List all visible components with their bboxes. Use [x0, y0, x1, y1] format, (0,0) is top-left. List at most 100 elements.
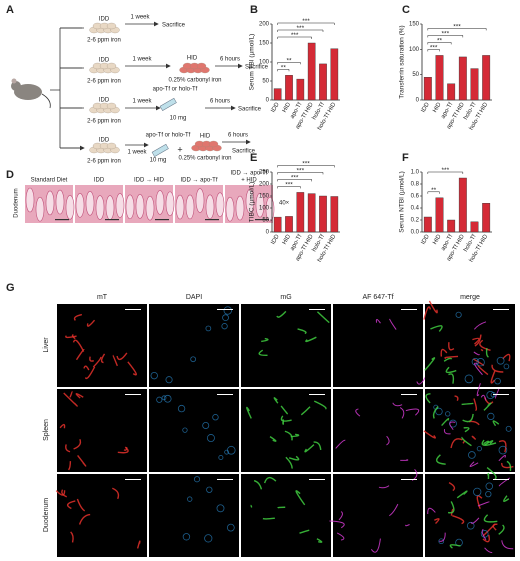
stain	[498, 454, 506, 462]
bar	[285, 216, 293, 233]
nucleus	[187, 496, 193, 502]
stain	[378, 485, 390, 489]
stain	[313, 400, 327, 410]
micrograph	[241, 304, 331, 387]
villus	[255, 192, 265, 218]
nucleus	[156, 396, 163, 403]
stain	[282, 419, 285, 425]
significance-label: ***	[297, 25, 305, 32]
stain	[439, 532, 446, 542]
stain	[70, 531, 74, 543]
micrograph	[57, 474, 147, 557]
nucleus	[476, 446, 482, 452]
stain	[487, 472, 490, 480]
diet: IDD	[99, 17, 110, 23]
stain	[276, 310, 287, 318]
villus	[195, 188, 205, 213]
scale-bar	[493, 479, 509, 480]
villus	[185, 194, 195, 220]
nucleus	[222, 314, 229, 322]
end: Sacrifice	[245, 65, 269, 71]
nucleus	[216, 504, 225, 513]
stain	[492, 523, 498, 531]
stain	[434, 518, 440, 525]
nucleus	[223, 306, 232, 315]
bar	[285, 75, 293, 101]
stain	[316, 538, 323, 543]
stain	[486, 466, 497, 480]
bar	[470, 221, 479, 233]
scale-bar	[309, 479, 325, 480]
villus	[225, 196, 235, 222]
micrograph	[241, 474, 331, 557]
stain	[355, 408, 361, 417]
channel-label: AF 647-Tf	[362, 294, 393, 301]
villus	[155, 190, 165, 215]
nucleus	[226, 523, 235, 532]
significance-label: **	[286, 58, 292, 65]
stain	[503, 495, 510, 502]
nucleus	[438, 538, 445, 545]
bar	[330, 196, 339, 233]
villus	[125, 194, 135, 220]
nucleus	[435, 407, 443, 416]
stain	[476, 383, 481, 397]
stain	[73, 438, 82, 450]
nucleus	[473, 487, 482, 497]
duration: 1 week	[132, 99, 152, 105]
significance-label: ***	[297, 168, 305, 175]
nucleus	[221, 323, 228, 330]
bar	[482, 55, 491, 101]
stain	[400, 459, 409, 461]
nucleus	[218, 454, 224, 460]
dose: 10 mg	[170, 116, 187, 122]
significance-label: **	[431, 187, 437, 194]
condition-label: IDD	[94, 178, 105, 184]
y-axis-title: Serum NTBI (µmol/L)	[399, 171, 406, 233]
channel-label: DAPI	[186, 294, 202, 301]
stain	[280, 405, 288, 415]
stain	[425, 393, 431, 404]
stain	[474, 334, 482, 347]
villus	[45, 190, 55, 216]
y-tick-label: 50	[262, 218, 269, 224]
stain	[448, 481, 456, 492]
stain	[297, 328, 307, 335]
nucleus	[177, 404, 186, 413]
stain	[461, 436, 472, 447]
x-tick-label: HID	[432, 233, 443, 246]
stain	[501, 462, 514, 469]
tissue-label: Liver	[43, 337, 50, 353]
stain	[284, 430, 293, 441]
micrograph	[333, 389, 423, 472]
stain	[443, 357, 453, 362]
stain	[443, 429, 451, 435]
wait: 6 hours	[220, 57, 240, 63]
y-tick-label: 150	[259, 41, 270, 47]
stain	[73, 313, 83, 321]
stain	[285, 456, 293, 469]
micrograph	[333, 474, 423, 557]
stain	[498, 477, 510, 487]
significance-bracket	[277, 186, 301, 189]
nucleus	[182, 427, 188, 433]
duration: 1 week	[132, 57, 152, 63]
stain	[463, 427, 470, 433]
significance-label: ***	[430, 45, 438, 52]
x-tick-label: IDD	[421, 101, 432, 114]
stain	[75, 349, 85, 361]
pellet-icon	[196, 62, 207, 70]
villus	[145, 195, 155, 221]
significance-label: ***	[442, 31, 450, 38]
villus	[115, 193, 125, 218]
nucleus	[212, 414, 219, 421]
villus	[245, 188, 255, 214]
stain	[506, 460, 512, 471]
micrograph	[425, 474, 515, 557]
stain	[75, 393, 84, 399]
nucleus	[205, 325, 212, 332]
stain	[405, 408, 420, 416]
panel-label: F	[402, 152, 409, 164]
